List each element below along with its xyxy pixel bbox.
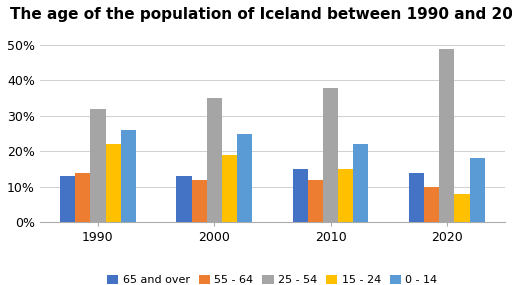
Bar: [222, 155, 237, 222]
Bar: [91, 109, 105, 222]
Legend: 65 and over, 55 - 64, 25 - 54, 15 - 24, 0 - 14: 65 and over, 55 - 64, 25 - 54, 15 - 24, …: [103, 271, 442, 285]
Bar: [409, 173, 424, 222]
Bar: [470, 158, 485, 222]
Title: The age of the population of Iceland between 1990 and 2020: The age of the population of Iceland bet…: [10, 7, 512, 22]
Bar: [455, 194, 470, 222]
Bar: [439, 48, 455, 222]
Bar: [121, 130, 136, 222]
Bar: [424, 187, 439, 222]
Bar: [308, 180, 323, 222]
Bar: [293, 169, 308, 222]
Bar: [191, 180, 207, 222]
Bar: [353, 144, 369, 222]
Bar: [105, 144, 121, 222]
Bar: [60, 176, 75, 222]
Bar: [237, 134, 252, 222]
Bar: [323, 87, 338, 222]
Bar: [177, 176, 191, 222]
Bar: [338, 169, 353, 222]
Bar: [75, 173, 91, 222]
Bar: [207, 98, 222, 222]
